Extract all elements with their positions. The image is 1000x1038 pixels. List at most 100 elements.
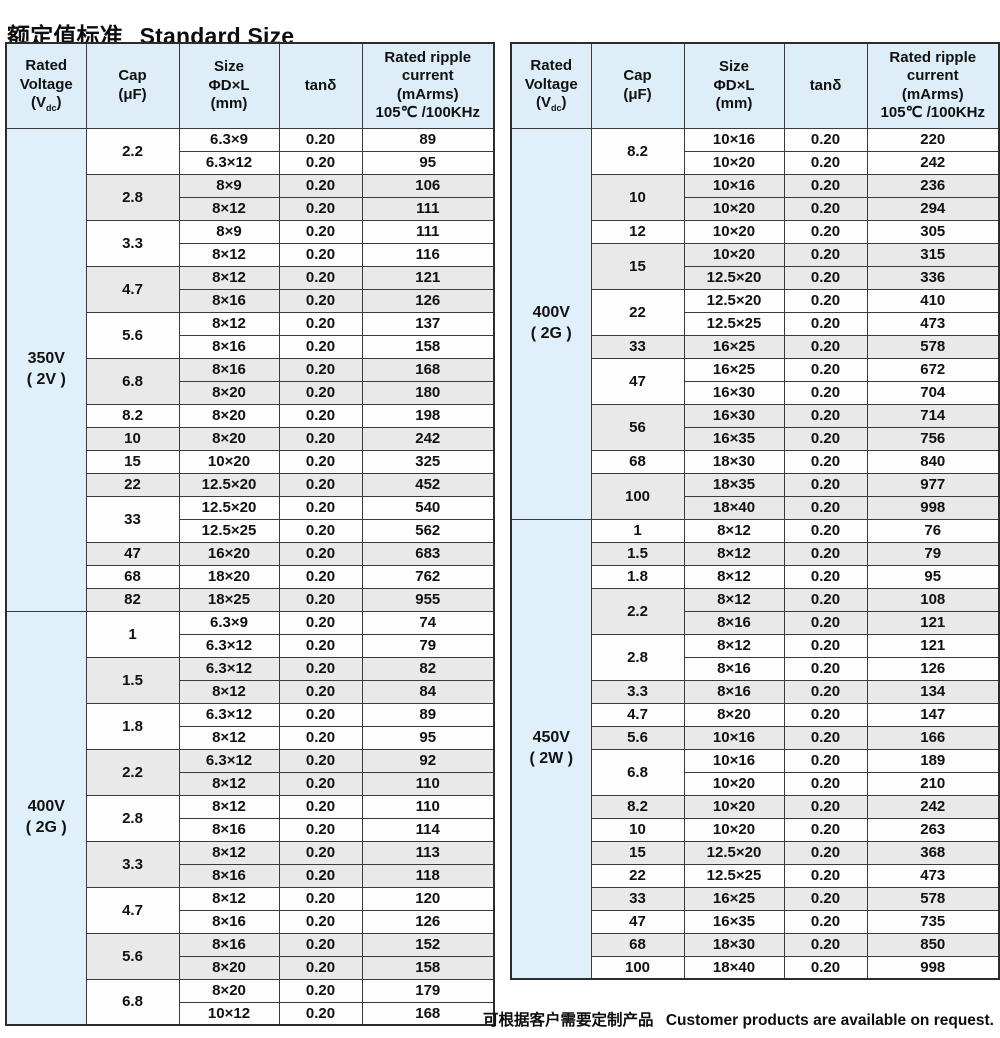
size-cell: 10×20 — [683, 794, 785, 819]
cap-cell: 82 — [85, 587, 180, 612]
ripple-current-cell: 735 — [866, 909, 1000, 934]
ripple-current-cell: 158 — [361, 334, 495, 359]
size-cell: 8×16 — [683, 679, 785, 704]
ripple-current-cell: 336 — [866, 265, 1000, 290]
size-cell: 10×20 — [178, 449, 280, 474]
size-cell: 8×12 — [683, 541, 785, 566]
table-row: 6.8 8×16 0.20 168 — [6, 357, 495, 405]
cap-cell: 2.2 — [85, 748, 180, 796]
size-cell: 6.3×12 — [178, 150, 280, 175]
cap-cell: 15 — [590, 840, 685, 865]
tand-cell: 0.20 — [783, 725, 868, 750]
table-row: 47 16×25 0.20 672 — [511, 357, 1000, 405]
ripple-current-cell: 110 — [361, 771, 495, 796]
cap-cell: 47 — [590, 909, 685, 934]
tand-cell: 0.20 — [783, 932, 868, 957]
size-cell: 16×25 — [683, 886, 785, 911]
size-cell: 12.5×20 — [683, 840, 785, 865]
table-row: 22 12.5×25 0.20 473 — [511, 863, 1000, 888]
cap-cell: 6.8 — [85, 357, 180, 405]
size-cell: 16×30 — [683, 403, 785, 428]
tand-cell: 0.20 — [278, 403, 363, 428]
table-row: 8×20 0.20 158 — [6, 955, 495, 980]
tand-cell: 0.20 — [783, 403, 868, 428]
table-row: 450V( 2W ) 1 8×12 0.20 76 — [510, 518, 1000, 980]
cap-cell: 22 — [85, 472, 180, 497]
tand-cell: 0.20 — [278, 173, 363, 198]
ripple-current-cell: 955 — [361, 587, 495, 612]
tand-cell: 0.20 — [278, 357, 363, 382]
tand-cell: 0.20 — [783, 150, 868, 175]
size-cell: 12.5×20 — [683, 288, 785, 313]
table-row: 15 12.5×20 0.20 368 — [511, 840, 1000, 865]
ripple-current-cell: 113 — [361, 840, 495, 865]
cap-cell: 33 — [590, 886, 685, 911]
ripple-current-cell: 168 — [361, 1001, 495, 1026]
tand-cell: 0.20 — [278, 932, 363, 957]
size-cell: 8×12 — [178, 840, 280, 865]
size-cell: 18×40 — [683, 955, 785, 980]
size-cell: 8×12 — [178, 196, 280, 221]
ripple-current-cell: 315 — [866, 242, 1000, 267]
ripple-current-cell: 134 — [866, 679, 1000, 704]
tand-cell: 0.20 — [278, 196, 363, 221]
tand-cell: 0.20 — [278, 978, 363, 1003]
tand-cell: 0.20 — [783, 702, 868, 727]
table-row: 8×16 0.20 118 — [6, 863, 495, 888]
ripple-current-cell: 714 — [866, 403, 1000, 428]
size-cell: 16×35 — [683, 909, 785, 934]
size-cell: 16×30 — [683, 380, 785, 405]
cap-cell: 22 — [590, 288, 685, 336]
header-row: Rated Voltage (Vdc) Cap (μF) Size ΦD×L (mm) tanδ… — [5, 42, 495, 129]
size-cell: 6.3×9 — [178, 127, 280, 152]
tand-cell: 0.20 — [278, 449, 363, 474]
table-row: 6.8 8×20 0.20 179 — [6, 978, 495, 1026]
size-cell: 10×20 — [683, 242, 785, 267]
table-row: 12.5×25 0.20 473 — [511, 311, 1000, 336]
cap-cell: 3.3 — [590, 679, 685, 704]
ripple-current-cell: 578 — [866, 886, 1000, 911]
table-row: 4.7 8×12 0.20 121 — [6, 265, 495, 313]
cap-cell: 1 — [85, 610, 180, 658]
tand-cell: 0.20 — [278, 288, 363, 313]
ripple-current-cell: 110 — [361, 794, 495, 819]
size-cell: 10×20 — [683, 817, 785, 842]
tand-cell: 0.20 — [278, 518, 363, 543]
cap-cell: 1.5 — [85, 656, 180, 704]
ripple-current-cell: 108 — [866, 587, 1000, 612]
ripple-current-cell: 126 — [361, 288, 495, 313]
size-cell: 8×9 — [178, 173, 280, 198]
table-row: 350V( 2V ) 2.2 6.3×9 0.20 89 — [5, 127, 495, 612]
tand-cell: 0.20 — [278, 886, 363, 911]
tand-cell: 0.20 — [783, 886, 868, 911]
size-cell: 6.3×9 — [178, 610, 280, 635]
size-cell: 8×12 — [178, 311, 280, 336]
ripple-current-cell: 294 — [866, 196, 1000, 221]
cap-cell: 47 — [590, 357, 685, 405]
tand-cell: 0.20 — [278, 472, 363, 497]
ripple-current-cell: 220 — [866, 127, 1000, 152]
size-cell: 12.5×25 — [178, 518, 280, 543]
size-cell: 8×9 — [178, 219, 280, 244]
tand-cell: 0.20 — [783, 334, 868, 359]
cap-cell: 68 — [590, 932, 685, 957]
tand-cell: 0.20 — [278, 380, 363, 405]
ripple-current-cell: 762 — [361, 564, 495, 589]
ripple-current-cell: 840 — [866, 449, 1000, 474]
column-header-2: Size ΦD×L (mm) — [683, 42, 785, 129]
ripple-current-cell: 74 — [361, 610, 495, 635]
table-row: 68 18×30 0.20 840 — [511, 449, 1000, 474]
size-cell: 8×16 — [178, 932, 280, 957]
size-cell: 8×20 — [683, 702, 785, 727]
table-row: 6.3×12 0.20 95 — [6, 150, 495, 175]
cap-cell: 15 — [85, 449, 180, 474]
column-header-3: tanδ — [783, 42, 868, 129]
table-row: 2.2 6.3×12 0.20 92 — [6, 748, 495, 796]
ripple-current-cell: 210 — [866, 771, 1000, 796]
tand-cell: 0.20 — [278, 771, 363, 796]
table-row: 47 16×35 0.20 735 — [511, 909, 1000, 934]
ripple-current-cell: 121 — [361, 265, 495, 290]
size-cell: 12.5×20 — [178, 495, 280, 520]
size-cell: 8×20 — [178, 978, 280, 1003]
column-header-4: Rated ripple current (mArms) 105℃ /100KHz — [866, 42, 1000, 129]
